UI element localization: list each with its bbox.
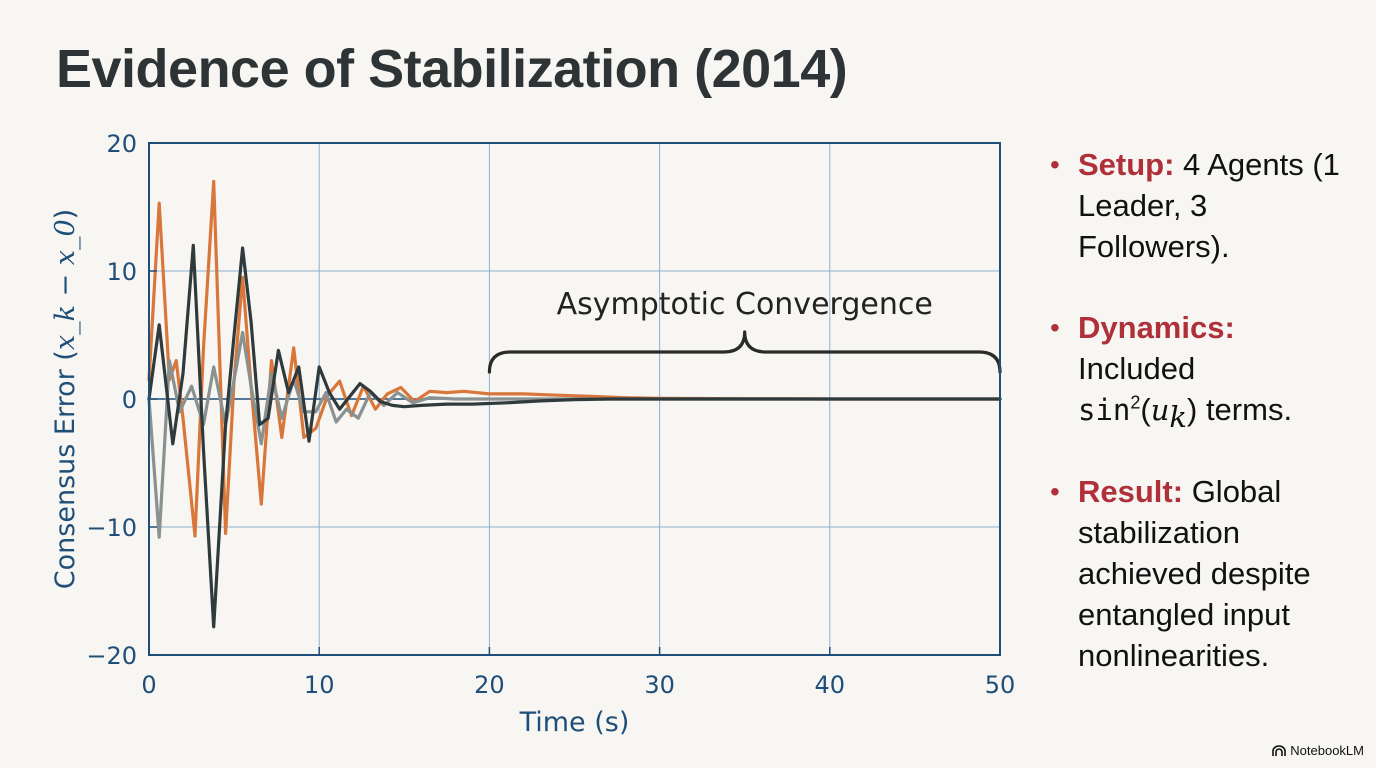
math-var: u xyxy=(1150,393,1170,427)
bullet-math: sin2(uk) xyxy=(1078,392,1198,432)
bullet-text: Included xyxy=(1078,351,1196,386)
annotation-layer: Asymptotic Convergence xyxy=(487,287,1002,374)
y-tick-label: 20 xyxy=(106,130,137,158)
series-line-1 xyxy=(147,179,1002,538)
x-tick-label: 50 xyxy=(985,671,1016,699)
notebooklm-icon xyxy=(1272,744,1287,756)
bullet-tail: terms. xyxy=(1197,392,1293,427)
consensus-error-chart: Asymptotic Convergence 0 10 20 30 40 5020100−… xyxy=(50,130,1015,738)
axis-layer xyxy=(148,142,1001,656)
y-tick-label: 10 xyxy=(106,258,137,286)
x-tick-label: 0 xyxy=(141,671,156,699)
bullet-dot-icon: • xyxy=(1050,312,1060,343)
bullet-label: Result: xyxy=(1078,474,1184,509)
y-axis-title-prefix: Consensus Error ( xyxy=(50,350,81,589)
math-paren-open: ( xyxy=(1140,392,1151,427)
x-tick-label: 20 xyxy=(474,671,505,699)
x-axis-title: Time (s) xyxy=(519,707,630,738)
bullet-label: Dynamics: xyxy=(1078,310,1235,345)
bullet-text: 4 Agents (1 Leader, 3 Followers). xyxy=(1078,147,1340,264)
y-tick-label: −10 xyxy=(86,514,137,542)
annotation-brace xyxy=(487,330,1002,374)
math-sub: k xyxy=(1169,400,1187,435)
bullet-setup: • Setup: 4 Agents (1 Leader, 3 Followers… xyxy=(1046,144,1366,267)
bullet-result: • Result: Global stabilization achieved … xyxy=(1046,471,1366,676)
math-func: sin xyxy=(1078,393,1131,427)
slide-title: Evidence of Stabilization (2014) xyxy=(56,39,848,99)
y-tick-label: 0 xyxy=(122,386,137,414)
y-tick-label: −20 xyxy=(86,642,137,670)
tick-labels: 0 10 20 30 40 50 20 10 0 −10 −20 xyxy=(86,130,1015,699)
x-tick-label: 40 xyxy=(815,671,846,699)
bullet-dot-icon: • xyxy=(1050,476,1060,507)
x-tick-label: 10 xyxy=(304,671,335,699)
y-axis-title: Consensus Error (x_k − x_0) xyxy=(50,209,81,589)
bullet-dot-icon: • xyxy=(1050,149,1060,180)
math-paren-close: ) xyxy=(1187,392,1198,427)
series-layer xyxy=(147,179,1002,629)
series-line-3 xyxy=(147,243,1002,629)
math-sup: 2 xyxy=(1130,392,1141,413)
y-axis-title-suffix: ) xyxy=(50,209,81,220)
bullet-text: Global stabilization achieved despite en… xyxy=(1078,474,1311,673)
bullet-list: • Setup: 4 Agents (1 Leader, 3 Followers… xyxy=(1046,144,1366,716)
annotation-label: Asymptotic Convergence xyxy=(557,287,933,322)
notebooklm-watermark: NotebookLM xyxy=(1272,743,1364,758)
y-axis-title-math: x_k − x_0 xyxy=(50,219,81,350)
bullet-dynamics: • Dynamics: Included sin2(uk) terms. xyxy=(1046,307,1366,432)
x-tick-label: 30 xyxy=(644,671,675,699)
series-line-2 xyxy=(147,330,1002,539)
bullet-label: Setup: xyxy=(1078,147,1175,182)
watermark-text: NotebookLM xyxy=(1290,743,1364,758)
